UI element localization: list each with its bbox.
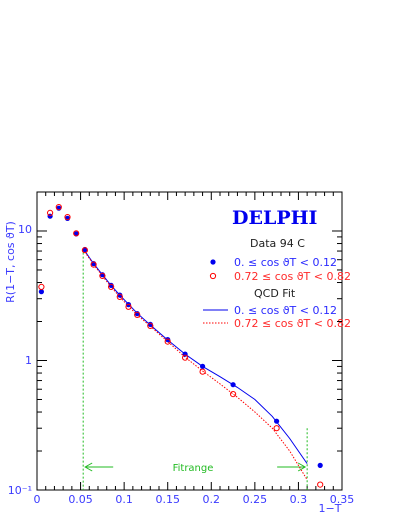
data-point-red bbox=[38, 283, 45, 290]
data-point-red bbox=[164, 338, 171, 345]
y-tick-label-0.1: 10⁻¹ bbox=[8, 484, 32, 497]
y-tick-label-1: 1 bbox=[25, 354, 32, 367]
data-point-red bbox=[134, 311, 141, 318]
data-point-red bbox=[147, 322, 154, 329]
data-point-red bbox=[182, 354, 189, 361]
data-point-blue bbox=[317, 462, 323, 468]
fitrange-marks bbox=[82, 248, 308, 490]
data-point-blue bbox=[117, 292, 123, 298]
data-point-red bbox=[125, 303, 132, 310]
legend-red-marker bbox=[209, 272, 217, 280]
x-tick-label: 0 bbox=[34, 493, 41, 506]
data-point-red bbox=[81, 247, 89, 254]
legend-red-data-label: 0.72 ≤ cos ϑT < 0.82 bbox=[234, 270, 351, 283]
fitrange-label: Fitrange bbox=[173, 463, 214, 474]
legend-fit-heading: QCD Fit bbox=[254, 287, 296, 300]
data-point-red bbox=[99, 272, 106, 279]
data-point-red bbox=[199, 368, 206, 375]
fitrange-arrowhead-right bbox=[297, 462, 307, 472]
x-axis-label: 1−T bbox=[319, 502, 342, 515]
data-point-blue bbox=[200, 363, 206, 369]
data-points bbox=[38, 204, 324, 488]
y-tick-label-10: 10 bbox=[18, 223, 32, 236]
legend-blue-fit-label: 0. ≤ cos ϑT < 0.12 bbox=[234, 304, 337, 317]
fit-curve-red bbox=[82, 249, 308, 480]
chart-title: DELPHI bbox=[232, 207, 318, 229]
legend-red-fit-label: 0.72 ≤ cos ϑT < 0.82 bbox=[234, 317, 351, 330]
x-tick-label: 0.05 bbox=[68, 493, 93, 506]
data-point-red bbox=[273, 425, 280, 432]
x-tick-label: 0.15 bbox=[155, 493, 180, 506]
x-tick-label: 0.2 bbox=[203, 493, 221, 506]
plot-frame bbox=[36, 191, 343, 491]
fit-curves bbox=[82, 248, 308, 480]
data-point-red bbox=[73, 230, 80, 237]
legend-blue-marker bbox=[210, 259, 216, 265]
data-point-red bbox=[90, 261, 97, 268]
y-axis-label: R(1−T, cos ϑT) bbox=[4, 221, 17, 303]
legend-data-heading: Data 94 C bbox=[250, 237, 305, 250]
fitrange-arrowhead-left bbox=[84, 462, 93, 472]
data-point-red bbox=[116, 293, 123, 300]
data-point-red bbox=[47, 209, 54, 216]
data-point-red bbox=[108, 283, 115, 290]
legend-blue-data-label: 0. ≤ cos ϑT < 0.12 bbox=[234, 256, 337, 269]
data-point-red bbox=[230, 391, 237, 398]
axis-ticks: 0 0.05 0.1 0.15 0.2 0.25 0.3 0.35 bbox=[34, 191, 355, 506]
data-point-blue bbox=[230, 382, 236, 388]
x-tick-label: 0.25 bbox=[243, 493, 268, 506]
data-point-blue bbox=[165, 337, 171, 343]
data-point-blue bbox=[38, 289, 45, 295]
data-point-red bbox=[55, 204, 62, 211]
data-point-blue bbox=[274, 418, 280, 424]
x-tick-label: 0.35 bbox=[330, 493, 355, 506]
x-tick-label: 0.3 bbox=[290, 493, 308, 506]
x-tick-label: 0.1 bbox=[115, 493, 133, 506]
data-point-red bbox=[64, 214, 71, 221]
data-point-red bbox=[317, 481, 324, 488]
